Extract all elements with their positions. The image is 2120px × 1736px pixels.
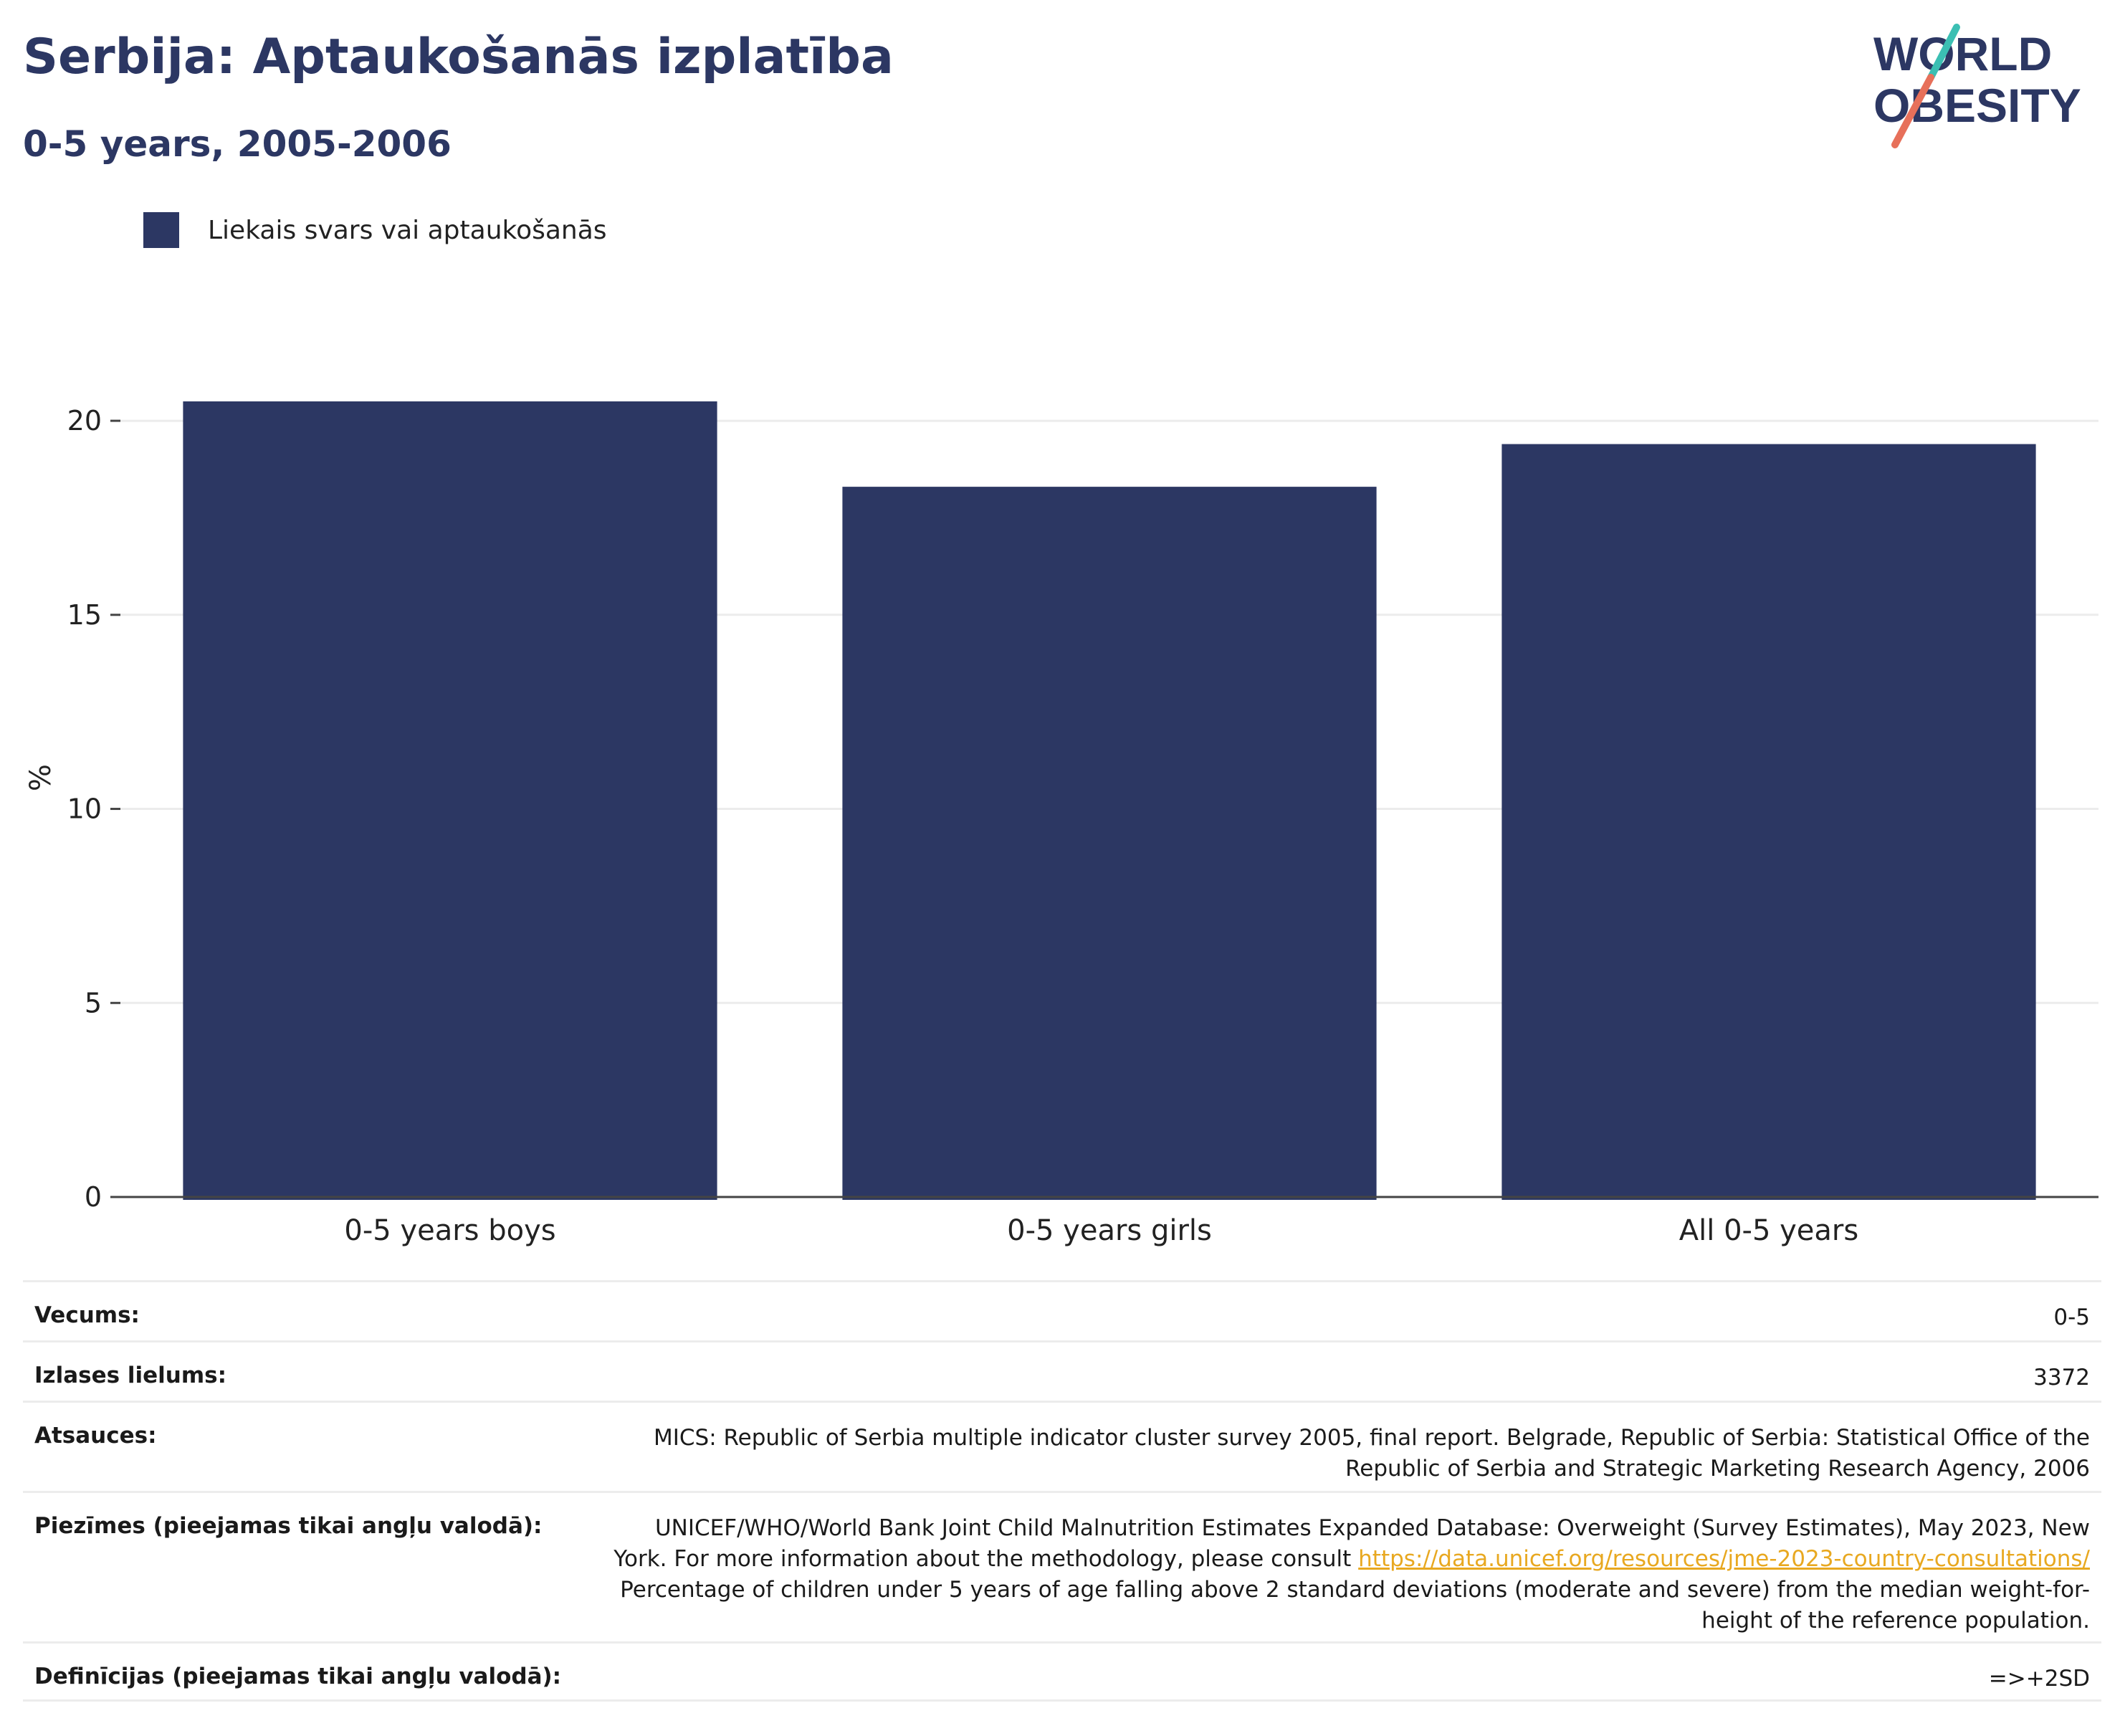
notes-text-after: Percentage of children under 5 years of … <box>620 1577 2090 1634</box>
y-tick-label: 20 <box>67 405 102 437</box>
info-label: Vecums: <box>34 1302 140 1328</box>
bar <box>1501 444 2036 1200</box>
y-tick-label: 5 <box>85 987 102 1019</box>
info-label: Izlases lielums: <box>34 1363 226 1388</box>
world-obesity-logo: WORLD OBESITY <box>1873 24 2081 148</box>
info-value: 3372 <box>2033 1365 2090 1391</box>
bar <box>183 401 717 1200</box>
x-tick-label: 0-5 years girls <box>1007 1214 1212 1247</box>
y-tick-label: 10 <box>67 793 102 825</box>
info-row-age: Vecums: 0-5 <box>23 1280 2101 1340</box>
info-value: =>+2SD <box>1988 1666 2090 1692</box>
info-value: UNICEF/WHO/World Bank Joint Child Malnut… <box>599 1513 2090 1636</box>
info-table: Vecums: 0-5 Izlases lielums: 3372 Atsauc… <box>23 1280 2101 1702</box>
page-title: Serbija: Aptaukošanās izplatība <box>23 29 894 85</box>
info-value: 0-5 <box>2053 1305 2090 1330</box>
notes-text-before: UNICEF/WHO/World Bank Joint Child Malnut… <box>613 1515 2090 1572</box>
info-row-notes: Piezīmes (pieejamas tikai angļu valodā):… <box>23 1491 2101 1641</box>
y-tick-label: 0 <box>85 1181 102 1213</box>
chart-legend: Liekais svars vai aptaukošanās <box>143 212 607 248</box>
info-row-definitions: Definīcijas (pieejamas tikai angļu valod… <box>23 1641 2101 1702</box>
info-row-sample-size: Izlases lielums: 3372 <box>23 1340 2101 1401</box>
info-label: Atsauces: <box>34 1423 157 1449</box>
legend-label: Liekais svars vai aptaukošanās <box>208 215 607 245</box>
info-label: Definīcijas (pieejamas tikai angļu valod… <box>34 1664 562 1689</box>
methodology-link[interactable]: https://data.unicef.org/resources/jme-20… <box>1358 1546 2090 1572</box>
bar-chart: 0 5 10 15 20% 0-5 years boys 0-5 years girls Al… <box>24 401 2098 1247</box>
info-value: MICS: Republic of Serbia multiple indica… <box>653 1425 2090 1482</box>
legend-swatch <box>143 212 179 248</box>
bar <box>842 487 1377 1200</box>
info-row-references: Atsauces: MICS: Republic of Serbia multi… <box>23 1401 2101 1491</box>
y-axis-label: % <box>24 764 57 791</box>
x-tick-label: 0-5 years boys <box>344 1214 555 1247</box>
x-tick-label: All 0-5 years <box>1679 1214 1858 1247</box>
y-tick-label: 15 <box>67 599 102 631</box>
info-label: Piezīmes (pieejamas tikai angļu valodā): <box>34 1513 543 1539</box>
page-subtitle: 0-5 years, 2005-2006 <box>23 123 452 165</box>
logo-line-1: WORLD <box>1873 27 2052 80</box>
